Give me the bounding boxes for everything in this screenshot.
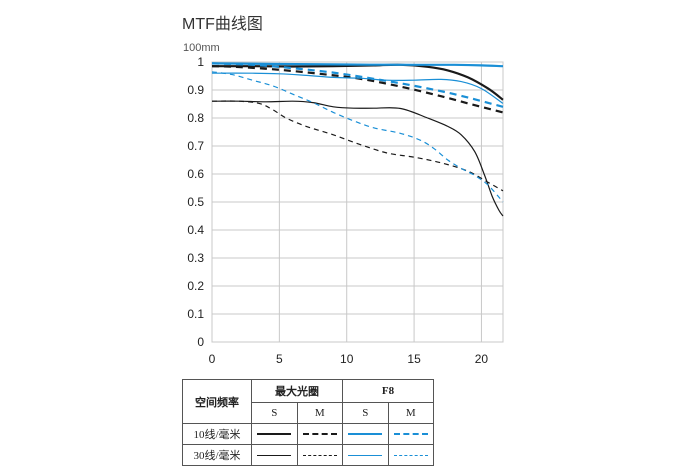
x-tick-label: 5: [276, 352, 283, 366]
legend-table: 空间频率 最大光圈 F8 S M S M 10线/毫米 30线/毫米: [182, 379, 434, 466]
legend-swatch-f8-30-m: [387, 444, 434, 466]
legend-swatch-max-30-s: [251, 444, 298, 466]
series-line-f8-30-m: [211, 71, 504, 203]
series-line-max-10-s: [212, 63, 504, 101]
chart-grid: [211, 61, 504, 343]
mtf-chart: 00.10.20.30.40.50.60.70.80.910 5 10 15 20: [187, 55, 504, 366]
axis-ticks: 00.10.20.30.40.50.60.70.80.910 5 10 15 20: [187, 55, 488, 366]
legend-row-10: 10线/毫米: [182, 423, 252, 445]
chart-title: MTF曲线图: [182, 16, 263, 33]
series-lines: [211, 62, 504, 217]
legend-col-s: S: [251, 402, 298, 424]
series-line-max-30-s: [211, 100, 504, 217]
legend-row-header: 空间频率: [182, 379, 252, 424]
legend-swatch-max-10-m: [296, 423, 343, 445]
legend-col-m: M: [296, 402, 343, 424]
legend-row-30: 30线/毫米: [182, 444, 252, 466]
legend-group-f8: F8: [342, 379, 434, 403]
y-tick-label: 0: [197, 335, 204, 349]
legend-swatch-max-30-m: [296, 444, 343, 466]
y-tick-label: 0.6: [187, 167, 204, 181]
legend-group-max-aperture: 最大光圈: [251, 379, 343, 403]
y-tick-label: 0.5: [187, 195, 204, 209]
x-tick-label: 20: [475, 352, 489, 366]
x-tick-label: 0: [209, 352, 216, 366]
series-line-f8-10-m: [211, 62, 504, 108]
x-tick-label: 15: [407, 352, 421, 366]
legend-swatch-max-10-s: [251, 423, 298, 445]
y-tick-label: 0.9: [187, 83, 204, 97]
series-line-f8-10-s: [211, 62, 504, 68]
x-tick-label: 10: [340, 352, 354, 366]
legend-swatch-f8-10-s: [342, 423, 389, 445]
y-tick-label: 0.4: [187, 223, 204, 237]
legend-swatch-f8-30-s: [342, 444, 389, 466]
legend-col-m: M: [387, 402, 434, 424]
legend-swatch-f8-10-m: [387, 423, 434, 445]
legend-col-s: S: [342, 402, 389, 424]
chart-subtitle: 100mm: [183, 42, 220, 54]
y-tick-label: 1: [197, 55, 204, 69]
y-tick-label: 0.8: [187, 111, 204, 125]
series-line-f8-30-s: [211, 72, 504, 104]
y-tick-label: 0.3: [187, 251, 204, 265]
series-line-max-30-m: [211, 100, 504, 192]
y-tick-label: 0.7: [187, 139, 204, 153]
y-tick-label: 0.2: [187, 279, 204, 293]
y-tick-label: 0.1: [187, 307, 204, 321]
